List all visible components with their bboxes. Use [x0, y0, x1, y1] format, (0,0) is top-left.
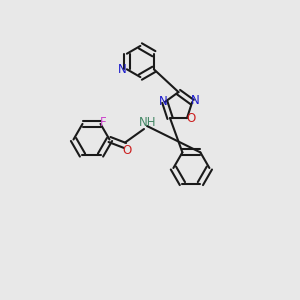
Text: N: N	[191, 94, 200, 107]
Text: F: F	[100, 116, 107, 129]
Text: O: O	[122, 144, 131, 158]
Text: N: N	[159, 95, 168, 108]
Text: O: O	[187, 112, 196, 124]
Text: NH: NH	[139, 116, 156, 129]
Text: N: N	[118, 63, 127, 76]
